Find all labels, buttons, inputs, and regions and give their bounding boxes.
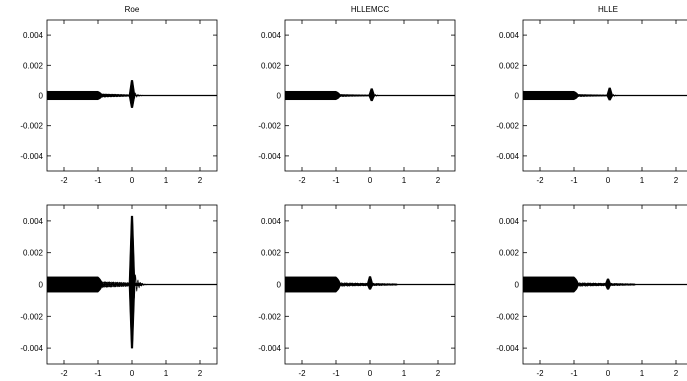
post-shock-wiggle <box>132 265 150 299</box>
x-tick-label: 2 <box>674 176 679 185</box>
y-tick-label: 0.002 <box>499 61 520 70</box>
chart-panel-6: 0.004 0.002 0 -0.002 -0.004 -2 -1 0 1 2 <box>496 204 687 378</box>
y-tick-label: -0.002 <box>496 312 519 321</box>
x-tick-label: -1 <box>332 176 340 185</box>
x-tick-label: -1 <box>332 369 340 378</box>
x-tick-label: 2 <box>198 369 203 378</box>
x-tick-label: 1 <box>402 369 407 378</box>
panel-title: HLLE <box>598 5 618 14</box>
x-tick-label: 2 <box>436 176 441 185</box>
y-tick-label: -0.004 <box>496 152 519 161</box>
plot-area <box>285 88 455 102</box>
plot-area <box>523 87 687 101</box>
x-tick-label: 1 <box>640 176 645 185</box>
shock-spike <box>128 80 136 108</box>
post-shock-wiggle <box>370 281 388 287</box>
y-tick-label: 0 <box>515 92 520 101</box>
x-tick-label: -2 <box>298 176 306 185</box>
y-tick-label: -0.002 <box>20 312 43 321</box>
y-tick-label: 0 <box>277 92 282 101</box>
y-tick-label: 0 <box>515 281 520 290</box>
x-tick-label: 0 <box>606 369 611 378</box>
plot-area <box>47 80 217 108</box>
y-tick-label: 0.004 <box>261 31 282 40</box>
chart-panel-2: 0.004 0.002 0 -0.002 -0.004 -2 -1 0 1 2 HLLEMCC <box>258 5 456 185</box>
x-tick-label: 1 <box>164 176 169 185</box>
y-tick-label: 0.004 <box>261 217 282 226</box>
y-tick-label: 0.004 <box>499 31 520 40</box>
post-shock-wiggle <box>372 92 389 98</box>
x-tick-label: -1 <box>570 176 578 185</box>
panel-title: Roe <box>125 5 140 14</box>
x-tick-label: -1 <box>94 369 102 378</box>
chart-panel-4: 0.004 0.002 0 -0.002 -0.004 -2 -1 0 1 2 <box>20 204 218 378</box>
post-shock-wiggle <box>610 92 627 98</box>
x-tick-label: -1 <box>94 176 102 185</box>
x-tick-label: 1 <box>402 176 407 185</box>
post-shock-wiggle <box>132 90 150 100</box>
plot-area <box>47 215 217 349</box>
y-tick-label: -0.004 <box>258 344 281 353</box>
y-tick-label: 0.002 <box>499 249 520 258</box>
x-tick-label: 0 <box>368 176 373 185</box>
shock-spike <box>366 276 374 290</box>
x-tick-label: 2 <box>198 176 203 185</box>
chart-panel-1: 0.004 0.002 0 -0.002 -0.004 -2 -1 0 1 2 Roe <box>20 5 218 185</box>
x-tick-label: -2 <box>60 176 68 185</box>
x-tick-label: 1 <box>164 369 169 378</box>
y-tick-label: 0.002 <box>261 249 282 258</box>
chart-panel-5: 0.004 0.002 0 -0.002 -0.004 -2 -1 0 1 2 <box>258 204 456 378</box>
x-tick-label: 1 <box>640 369 645 378</box>
y-tick-label: 0 <box>39 281 44 290</box>
x-tick-label: -2 <box>298 369 306 378</box>
shock-spike <box>368 88 376 102</box>
y-tick-label: 0.002 <box>261 61 282 70</box>
y-tick-label: 0.002 <box>23 249 44 258</box>
plot-area <box>523 276 687 293</box>
y-tick-label: -0.004 <box>20 152 43 161</box>
x-tick-label: -1 <box>570 369 578 378</box>
y-tick-label: -0.004 <box>20 344 43 353</box>
y-tick-label: -0.002 <box>258 312 281 321</box>
y-tick-label: 0.004 <box>499 217 520 226</box>
post-shock-wiggle <box>608 282 626 287</box>
x-tick-label: -2 <box>536 176 544 185</box>
y-tick-label: 0 <box>277 281 282 290</box>
y-tick-label: 0 <box>39 92 44 101</box>
y-tick-label: 0.004 <box>23 31 44 40</box>
x-tick-label: -2 <box>536 369 544 378</box>
x-tick-label: 0 <box>130 369 135 378</box>
chart-panel-3: 0.004 0.002 0 -0.002 -0.004 -2 -1 0 1 2 HLLE <box>496 5 687 185</box>
y-tick-label: -0.002 <box>20 122 43 131</box>
y-tick-label: -0.002 <box>258 122 281 131</box>
x-tick-label: 2 <box>436 369 441 378</box>
x-tick-label: -2 <box>60 369 68 378</box>
y-tick-label: -0.002 <box>496 122 519 131</box>
shock-spike <box>604 278 612 290</box>
x-tick-label: 0 <box>130 176 135 185</box>
x-tick-label: 2 <box>674 369 679 378</box>
x-tick-label: 0 <box>368 369 373 378</box>
y-tick-label: 0.004 <box>23 217 44 226</box>
y-tick-label: 0.002 <box>23 61 44 70</box>
y-tick-label: -0.004 <box>496 344 519 353</box>
x-tick-label: 0 <box>606 176 611 185</box>
shock-spike <box>606 87 614 101</box>
y-tick-label: -0.004 <box>258 152 281 161</box>
panel-title: HLLEMCC <box>351 5 389 14</box>
plot-area <box>285 276 455 293</box>
